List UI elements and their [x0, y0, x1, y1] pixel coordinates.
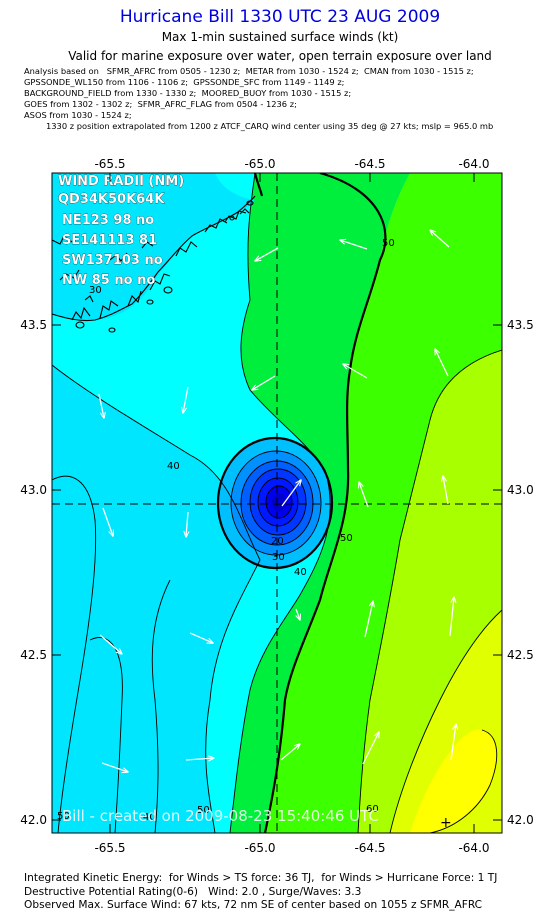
contour-label: 30 [272, 552, 285, 563]
wind-vector [98, 393, 104, 418]
wind-radii-row: NE123 98 no [62, 213, 154, 228]
footer-line: Integrated Kinetic Energy: for Winds > T… [24, 872, 498, 884]
lat-tick-label-right: 42.5 [507, 648, 534, 662]
wind-vector [252, 375, 276, 390]
wind-vector [449, 597, 454, 637]
lon-tick-label-top: -64.0 [458, 157, 489, 171]
wind-vector [450, 724, 456, 761]
lat-tick-label-right: 43.0 [507, 483, 534, 497]
contour-label: 40 [143, 812, 156, 823]
analysis-line: GPSSONDE_WL150 from 1106 - 1106 z; GPSSO… [24, 77, 345, 87]
wind-radii-header: WIND RADII (NM) [58, 174, 184, 189]
wind-vector [102, 507, 113, 536]
contour-label: 40 [294, 567, 307, 578]
wind-vector [255, 247, 279, 261]
contour-line-bold [253, 173, 264, 197]
lon-tick-label-top: -65.5 [94, 157, 125, 171]
analysis-sources: Analysis based on SFMR_AFRC from 0505 - … [24, 66, 493, 132]
credit-watermark: Bill - created on 2009-08-23 15:40:46 UT… [62, 807, 379, 825]
wind-vector [186, 511, 188, 537]
wind-vector [435, 349, 449, 377]
validity-note: Valid for marine exposure over water, op… [68, 49, 492, 63]
analysis-line: BACKGROUND_FIELD from 1330 - 1330 z; MOO… [24, 88, 352, 98]
map-subtitle: Max 1-min sustained surface winds (kt) [161, 30, 399, 44]
contour-label: 50 [197, 805, 210, 816]
analysis-line: GOES from 1302 - 1302 z; SFMR_AFRC_FLAG … [24, 99, 297, 109]
lat-tick-label-right: 43.5 [507, 318, 534, 332]
contour-line-bold [216, 436, 334, 570]
wind-vector [343, 364, 368, 379]
wind-vector [359, 482, 369, 508]
lon-tick-label-top: -64.5 [354, 157, 385, 171]
wind-radii-row: NW 85 no no [62, 273, 155, 288]
contour-label: 50 [57, 811, 70, 822]
wind-vector [189, 632, 213, 643]
contour-label: 30 [89, 285, 102, 296]
wind-band-fill [272, 493, 286, 511]
land-mass [52, 173, 255, 321]
contour-line [52, 475, 97, 833]
contour-line [230, 450, 322, 556]
wind-band-fill [52, 365, 260, 833]
lon-tick-label-bottom: -64.0 [458, 841, 489, 855]
footer-line: Destructive Potential Rating(0-6) Wind: … [24, 885, 362, 898]
contour-line [429, 729, 498, 833]
contour-line [249, 468, 307, 536]
contour-label: 20 [271, 536, 284, 547]
wind-vector [101, 762, 128, 772]
lat-tick-label-left: 43.0 [20, 483, 47, 497]
center-marker: + [440, 815, 452, 831]
contour-label: 40 [167, 461, 180, 472]
contour-line [89, 637, 123, 833]
lon-tick-label-bottom: -64.5 [354, 841, 385, 855]
contour-line [257, 477, 299, 527]
lon-tick-label-top: -65.0 [244, 157, 275, 171]
footer-stats: Integrated Kinetic Energy: for Winds > T… [24, 872, 497, 913]
contour-label: 60 [366, 804, 379, 815]
position-note: 1330 z position extrapolated from 1200 z… [46, 121, 494, 131]
wind-vector [364, 601, 373, 638]
wind-radii-row: SW137103 no [62, 253, 163, 268]
map-title: Hurricane Bill 1330 UTC 23 AUG 2009 [119, 7, 441, 27]
footer-line: Observed Max. Surface Wind: 67 kts, 72 n… [24, 899, 483, 911]
wind-vector [362, 732, 379, 765]
wind-map: 50 30 40 20 30 40 50 50 60 40 50 WIND RA… [20, 157, 534, 855]
contour-line [389, 609, 502, 833]
wind-band-fill [230, 173, 410, 833]
plot-frame [51, 172, 503, 834]
lat-tick-label-left: 43.5 [20, 318, 47, 332]
contour-line [151, 579, 171, 833]
wind-vector [280, 744, 300, 761]
contour-line [265, 485, 293, 519]
wind-vector [281, 480, 301, 507]
wind-vector [296, 608, 300, 620]
wind-band-fill [52, 173, 331, 833]
analysis-line: ASOS from 1030 - 1524 z; [24, 110, 132, 120]
wind-vector [430, 230, 450, 248]
lat-tick-label-left: 42.5 [20, 648, 47, 662]
wind-radii-row: SE141113 81 [62, 233, 157, 248]
wind-vector [185, 758, 214, 760]
lon-tick-label-bottom: -65.0 [244, 841, 275, 855]
contour-label: 50 [340, 533, 353, 544]
lat-tick-label-left: 42.0 [20, 813, 47, 827]
wind-vector [99, 634, 122, 654]
contour-line [52, 364, 261, 833]
wind-vector [340, 240, 368, 250]
coastline [52, 195, 256, 333]
lon-tick-label-bottom: -65.5 [94, 841, 125, 855]
contour-line [357, 349, 502, 833]
wind-band-fill [410, 729, 497, 833]
wind-radii-columns: QD34K50K64K [58, 192, 165, 207]
wind-vector [183, 386, 189, 413]
wind-vector [443, 476, 449, 505]
lat-tick-label-right: 42.0 [507, 813, 534, 827]
contour-label: 50 [382, 238, 395, 249]
contour-line-bold [263, 173, 387, 833]
analysis-line: Analysis based on SFMR_AFRC from 0505 - … [24, 66, 474, 76]
